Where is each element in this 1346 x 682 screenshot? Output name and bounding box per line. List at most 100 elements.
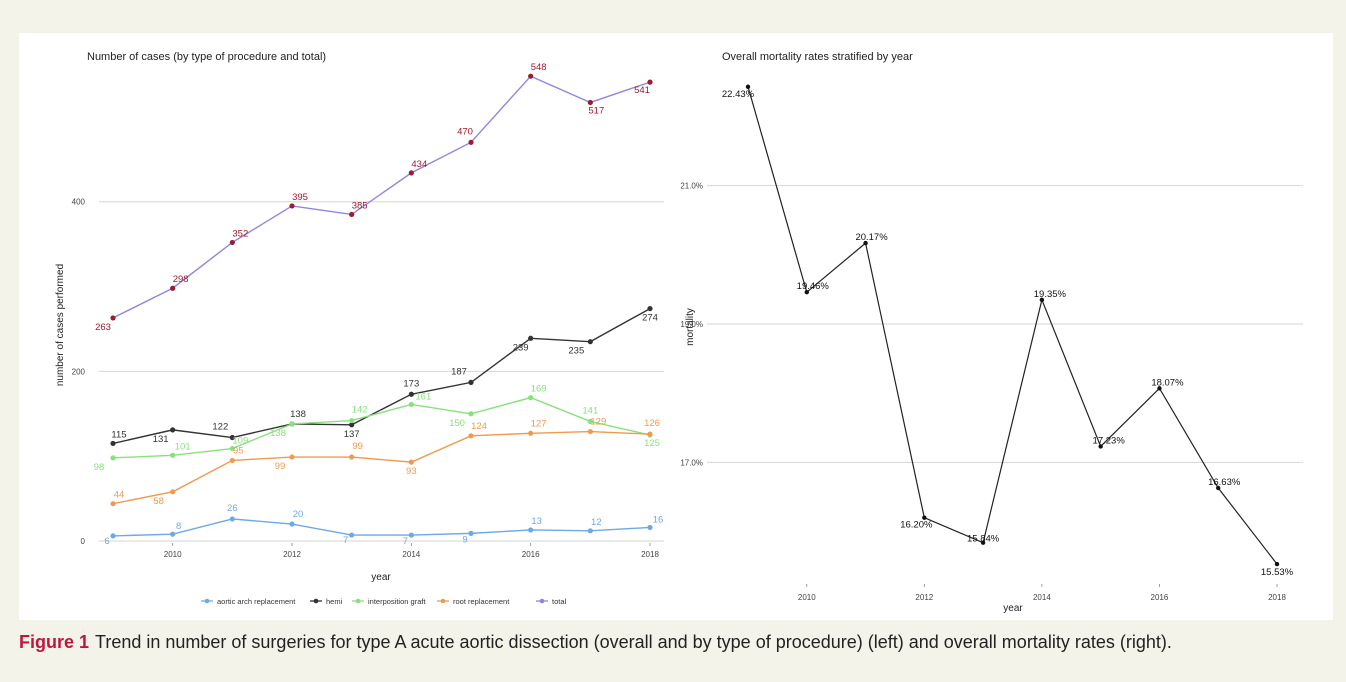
- cases-chart-title: Number of cases (by type of procedure an…: [87, 51, 326, 63]
- mortality-grid: [707, 185, 1303, 463]
- cases-series-line: [112, 518, 651, 537]
- cases-data-label: 13: [531, 516, 542, 527]
- cases-legend: aortic arch replacement hemi interposition…: [201, 597, 567, 606]
- cases-data-label: 99: [275, 461, 286, 472]
- cases-x-axis-label: year: [371, 572, 391, 583]
- cases-data-label: 8: [176, 521, 181, 532]
- mortality-x-tick-label: 2010: [798, 593, 816, 602]
- mortality-data-point: [980, 540, 986, 545]
- mortality-y-axis-label: mortality: [685, 308, 696, 346]
- cases-data-point: [229, 445, 235, 452]
- mortality-data-label: 20.17%: [855, 232, 888, 243]
- cases-data-label: 298: [173, 274, 189, 285]
- mortality-series: 22.43% 19.46% 20.17% 16.20% 15.84% 19.35% 17.2…: [722, 84, 1294, 578]
- legend-key-dot: [440, 598, 446, 604]
- cases-x-tick-label: 2010: [164, 550, 182, 559]
- cases-data-label: 235: [568, 346, 584, 357]
- cases-data-point: [528, 73, 534, 79]
- cases-data-point: [170, 285, 176, 291]
- mortality-data-label: 19.35%: [1034, 289, 1067, 300]
- cases-data-point: [468, 411, 474, 417]
- cases-series-line: [112, 396, 651, 459]
- caption-label: Figure 1: [19, 632, 90, 652]
- cases-data-label: 352: [232, 228, 248, 239]
- cases-data-point: [408, 391, 414, 397]
- cases-y-axis-label: number of cases performed: [55, 264, 66, 386]
- cases-data-label: 6: [104, 536, 109, 547]
- cases-data-label: 138: [270, 428, 286, 439]
- mortality-line: [747, 86, 1278, 565]
- cases-data-point: [587, 339, 593, 345]
- legend-label: aortic arch replacement: [217, 597, 296, 606]
- cases-x-ticks: 2010 2012 2014 2016 2018: [164, 543, 659, 559]
- mortality-data-label: 17.23%: [1093, 435, 1126, 446]
- cases-data-point: [349, 454, 355, 460]
- cases-data-label: 125: [644, 438, 660, 449]
- mortality-data-label: 22.43%: [722, 89, 755, 100]
- caption-text: Trend in number of surgeries for type A …: [95, 632, 1172, 652]
- legend-label: total: [552, 597, 567, 606]
- cases-data-label: 98: [94, 462, 105, 473]
- legend-label: interposition graft: [368, 597, 426, 606]
- cases-data-label: 548: [531, 62, 547, 73]
- cases-data-label: 115: [111, 429, 126, 440]
- cases-data-point: [468, 379, 474, 385]
- charts-svg: Number of cases (by type of procedure an…: [55, 51, 1303, 614]
- cases-grid: [99, 201, 664, 542]
- mortality-data-point: [804, 290, 809, 295]
- cases-data-point: [528, 395, 534, 401]
- mortality-data-point: [863, 240, 868, 246]
- cases-data-label: 127: [531, 418, 547, 429]
- mortality-data-point: [1157, 386, 1162, 391]
- cases-data-label: 187: [451, 366, 467, 377]
- cases-data-label: 239: [513, 342, 529, 353]
- cases-data-point: [229, 516, 235, 522]
- mortality-data-point: [922, 515, 927, 520]
- mortality-x-tick-label: 2018: [1268, 593, 1286, 602]
- cases-series-line: [112, 307, 651, 445]
- cases-data-label: 129: [590, 417, 606, 428]
- cases-data-point: [349, 211, 355, 218]
- cases-data-point: [468, 139, 474, 145]
- cases-data-label: 99: [352, 441, 363, 452]
- cases-x-tick-label: 2014: [402, 550, 420, 559]
- mortality-data-label: 16.63%: [1208, 477, 1241, 488]
- cases-series-line: [112, 430, 651, 505]
- cases-data-point: [647, 524, 653, 531]
- cases-data-point: [408, 459, 414, 465]
- cases-data-point: [528, 430, 534, 436]
- mortality-chart: Overall mortality rates stratified by ye…: [680, 51, 1303, 614]
- cases-y-tick-label: 200: [72, 367, 86, 376]
- cases-data-point: [587, 428, 593, 435]
- cases-data-label: 274: [642, 313, 658, 324]
- cases-data-label: 12: [591, 517, 602, 528]
- legend-key-dot: [355, 598, 361, 604]
- cases-data-label: 541: [634, 85, 650, 96]
- cases-data-label: 142: [352, 405, 368, 416]
- cases-data-label: 109: [232, 436, 248, 447]
- cases-data-point: [408, 532, 414, 538]
- cases-data-point: [110, 501, 116, 507]
- cases-x-tick-label: 2012: [283, 550, 301, 559]
- cases-data-point: [289, 521, 295, 527]
- cases-data-point: [587, 99, 593, 106]
- cases-data-label: 395: [292, 192, 308, 203]
- cases-data-label: 470: [457, 126, 473, 137]
- legend-label: hemi: [326, 597, 343, 606]
- cases-data-label: 58: [153, 496, 164, 507]
- mortality-data-label: 15.84%: [967, 534, 1000, 545]
- mortality-data-label: 16.20%: [900, 520, 933, 531]
- mortality-y-ticks: 17.0% 19.0% 21.0%: [680, 182, 703, 468]
- mortality-data-label: 18.07%: [1151, 377, 1184, 388]
- cases-data-point: [229, 457, 235, 464]
- mortality-x-tick-label: 2012: [915, 593, 933, 602]
- cases-data-point: [170, 427, 176, 433]
- cases-data-point: [110, 533, 116, 539]
- cases-data-point: [229, 434, 235, 441]
- cases-data-label: 9: [462, 534, 467, 545]
- figure-caption: Figure 1 Trend in number of surgeries for…: [19, 632, 1333, 653]
- cases-data-point: [110, 440, 116, 447]
- cases-data-point: [289, 421, 295, 427]
- cases-data-label: 385: [352, 200, 368, 211]
- mortality-x-ticks: 2010 2012 2014 2016 2018: [798, 584, 1286, 602]
